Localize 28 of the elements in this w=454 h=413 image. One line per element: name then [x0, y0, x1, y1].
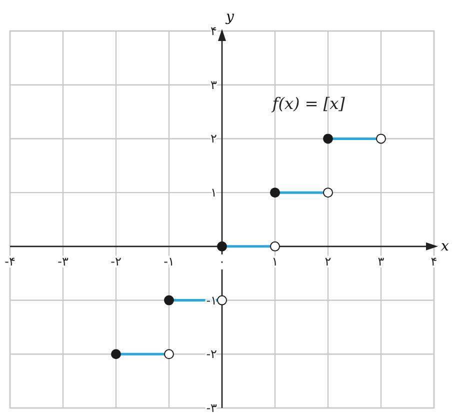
point — [323, 134, 333, 144]
y-tick-label: -۳ — [206, 401, 218, 413]
x-axis-title: x — [441, 238, 449, 254]
point — [270, 188, 280, 198]
x-tick-label: -۱ — [164, 254, 174, 268]
y-tick-label: ۴ — [210, 24, 217, 38]
annotation: f(x) = [x] — [271, 94, 346, 114]
point — [217, 295, 227, 306]
point — [376, 134, 386, 144]
x-tick-label: -۴ — [4, 254, 16, 268]
x-tick-label: ۳ — [378, 254, 385, 268]
x-tick-label: -۲ — [110, 254, 122, 268]
x-tick-label: ۴ — [430, 254, 438, 268]
point — [164, 349, 174, 360]
point — [164, 295, 174, 306]
x-tick-label: ۱ — [272, 254, 278, 268]
x-tick-label: ۰ — [218, 254, 226, 268]
x-tick-label: -۳ — [58, 254, 69, 268]
y-tick-label: ۲ — [210, 132, 217, 146]
point — [323, 188, 333, 198]
point — [270, 241, 280, 252]
y-tick-label: -۲ — [206, 347, 217, 362]
point — [111, 349, 121, 360]
y-axis-title: y — [225, 9, 235, 25]
point — [217, 241, 227, 252]
y-tick-label: ۱ — [210, 186, 217, 200]
y-tick-label: ۳ — [210, 78, 218, 92]
x-tick-label: ۲ — [324, 254, 332, 268]
